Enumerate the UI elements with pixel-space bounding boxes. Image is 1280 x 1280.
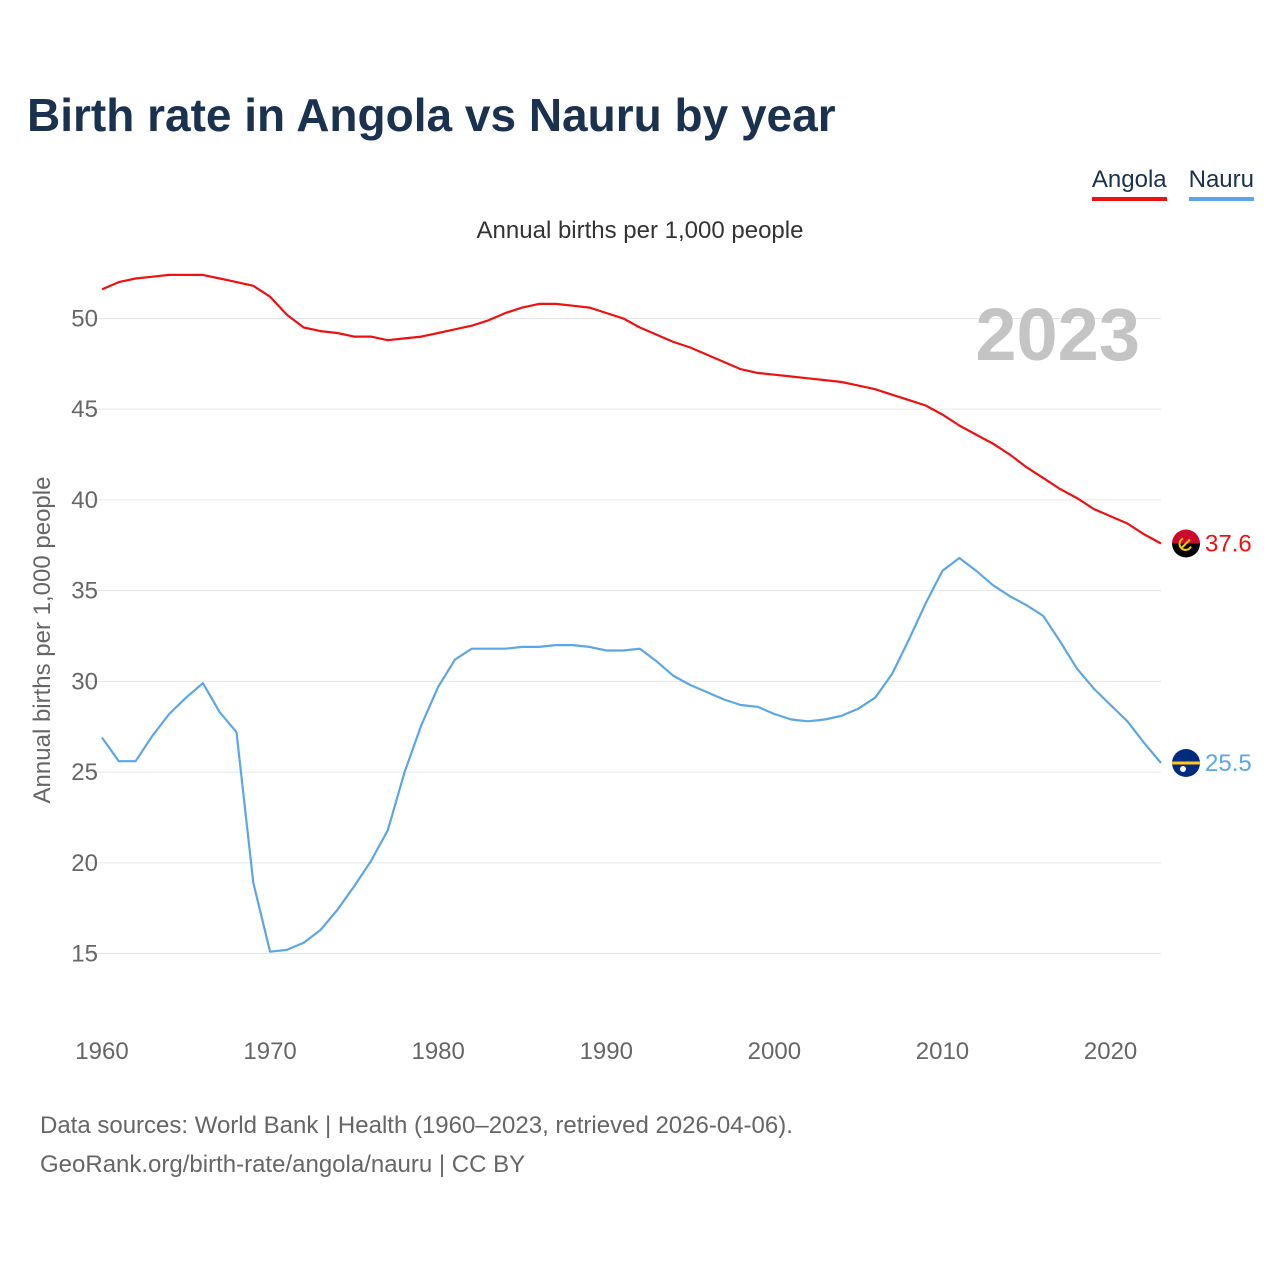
y-tick-label: 40 bbox=[71, 487, 98, 514]
x-tick-label: 1970 bbox=[243, 1038, 296, 1065]
x-tick-label: 2020 bbox=[1084, 1038, 1137, 1065]
year-watermark: 2023 bbox=[975, 293, 1140, 376]
y-tick-label: 30 bbox=[71, 668, 98, 695]
x-tick-label: 2000 bbox=[748, 1038, 801, 1065]
y-tick-label: 45 bbox=[71, 396, 98, 423]
series-line-angola[interactable] bbox=[101, 273, 1162, 545]
y-axis-label: Annual births per 1,000 people bbox=[29, 477, 56, 804]
y-tick-label: 35 bbox=[71, 578, 98, 605]
grid-lines bbox=[84, 317, 1161, 955]
series-line-nauru[interactable] bbox=[101, 556, 1162, 953]
end-markers: 37.6 25.5 bbox=[1172, 529, 1252, 777]
y-tick-label: 15 bbox=[71, 941, 98, 968]
nauru-flag-icon bbox=[1172, 749, 1200, 777]
end-value-label-angola: 37.6 bbox=[1205, 530, 1252, 557]
end-value-label-nauru: 25.5 bbox=[1205, 750, 1252, 777]
x-tick-label: 1990 bbox=[580, 1038, 633, 1065]
x-tick-label: 2010 bbox=[916, 1038, 969, 1065]
x-tick-label: 1980 bbox=[411, 1038, 464, 1065]
legend: Angola Nauru bbox=[1091, 166, 1254, 201]
footer-link[interactable]: GeoRank.org/birth-rate/angola/nauru | CC… bbox=[40, 1151, 526, 1178]
legend-item-nauru[interactable]: Nauru bbox=[1188, 166, 1254, 201]
y-axis-ticks: 15 20 25 30 35 40 45 50 bbox=[71, 305, 98, 967]
y-tick-label: 20 bbox=[71, 850, 98, 877]
footer-source: Data sources: World Bank | Health (1960–… bbox=[40, 1112, 793, 1139]
x-tick-label: 1960 bbox=[75, 1038, 128, 1065]
series-lines bbox=[101, 273, 1162, 953]
angola-flag-icon bbox=[1172, 529, 1200, 558]
legend-item-angola[interactable]: Angola bbox=[1091, 166, 1167, 201]
chart-title: Birth rate in Angola vs Nauru by year bbox=[27, 89, 836, 141]
chart-subtitle: Annual births per 1,000 people bbox=[476, 217, 804, 244]
y-tick-label: 25 bbox=[71, 759, 98, 786]
x-axis-ticks: 1960 1970 1980 1990 2000 2010 2020 bbox=[75, 1038, 1137, 1065]
y-tick-label: 50 bbox=[71, 305, 98, 332]
footer: Data sources: World Bank | Health (1960–… bbox=[40, 1106, 793, 1184]
